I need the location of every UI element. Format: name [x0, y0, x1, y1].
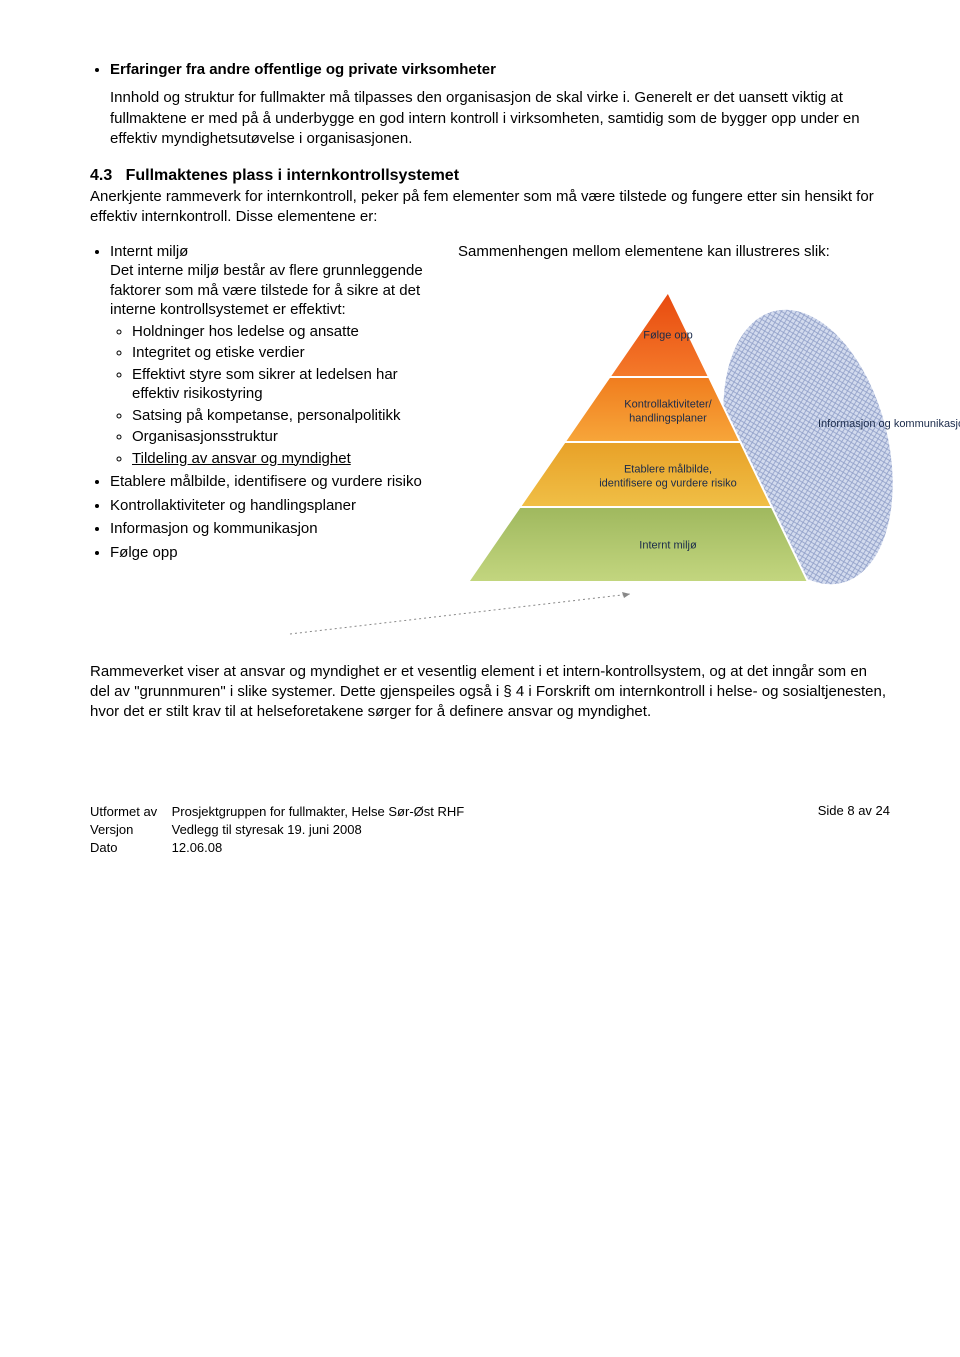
list-item: Informasjon og kommunikasjon	[110, 519, 438, 539]
sublist-item: Organisasjonsstruktur	[132, 427, 438, 447]
section-title: Fullmaktenes plass i internkontrollsyste…	[126, 167, 459, 184]
section-4-3: 4.3 Fullmaktenes plass i internkontrolls…	[90, 167, 890, 228]
footer-value: Vedlegg til styresak 19. juni 2008	[172, 822, 362, 837]
item-body: Det interne miljø består av flere grunnl…	[110, 262, 423, 318]
sublist-item: Satsing på kompetanse, personalpolitikk	[132, 406, 438, 426]
section-number: 4.3	[90, 167, 112, 184]
page-footer: Utformet av Prosjektgruppen for fullmakt…	[90, 803, 890, 858]
intro-bullet-body: Innhold og struktur for fullmakter må ti…	[90, 88, 890, 149]
intro-bullet-title: Erfaringer fra andre offentlige og priva…	[110, 61, 496, 78]
list-item: Internt miljø Det interne miljø består a…	[110, 242, 438, 469]
two-column-layout: Internt miljø Det interne miljø består a…	[90, 242, 890, 602]
left-column: Internt miljø Det interne miljø består a…	[90, 242, 438, 567]
bottom-paragraph: Rammeverket viser at ansvar og myndighet…	[90, 662, 890, 723]
right-col-text: Sammenhengen mellom elementene kan illus…	[458, 242, 890, 262]
sublist-item-underlined: Tildeling av ansvar og myndighet	[132, 450, 351, 467]
svg-text:Følge opp: Følge opp	[643, 329, 693, 341]
list-item: Kontrollaktiviteter og handlingsplaner	[110, 496, 438, 516]
sublist-item: Integritet og etiske verdier	[132, 343, 438, 363]
footer-value: Prosjektgruppen for fullmakter, Helse Sø…	[172, 804, 465, 819]
list-item: Følge opp	[110, 543, 438, 563]
sublist-item: Effektivt styre som sikrer at ledelsen h…	[132, 365, 438, 404]
footer-value: 12.06.08	[172, 840, 223, 855]
pyramid-svg: Følge oppKontrollaktiviteter/handlingspl…	[458, 282, 918, 602]
right-column: Sammenhengen mellom elementene kan illus…	[458, 242, 890, 602]
list-item: Etablere målbilde, identifisere og vurde…	[110, 472, 438, 492]
section-heading: 4.3 Fullmaktenes plass i internkontrolls…	[90, 167, 890, 185]
sublist: Holdninger hos ledelse og ansatte Integr…	[110, 322, 438, 469]
intro-bullet: Erfaringer fra andre offentlige og priva…	[110, 60, 890, 80]
footer-label: Utformet av	[90, 803, 168, 821]
intro-block: Erfaringer fra andre offentlige og priva…	[90, 60, 890, 149]
svg-text:Informasjon og kommunikasjon: Informasjon og kommunikasjon	[818, 418, 960, 430]
item-title: Internt miljø	[110, 243, 188, 260]
sublist-item: Holdninger hos ledelse og ansatte	[132, 322, 438, 342]
footer-label: Dato	[90, 839, 168, 857]
footer-left: Utformet av Prosjektgruppen for fullmakt…	[90, 803, 464, 858]
svg-text:Internt miljø: Internt miljø	[639, 539, 697, 551]
document-page: Erfaringer fra andre offentlige og priva…	[0, 0, 960, 897]
pyramid-diagram: Følge oppKontrollaktiviteter/handlingspl…	[458, 282, 890, 602]
section-body: Anerkjente rammeverk for internkontroll,…	[90, 187, 890, 228]
footer-page-number: Side 8 av 24	[818, 803, 890, 858]
sublist-item: Tildeling av ansvar og myndighet	[132, 449, 438, 469]
footer-label: Versjon	[90, 821, 168, 839]
